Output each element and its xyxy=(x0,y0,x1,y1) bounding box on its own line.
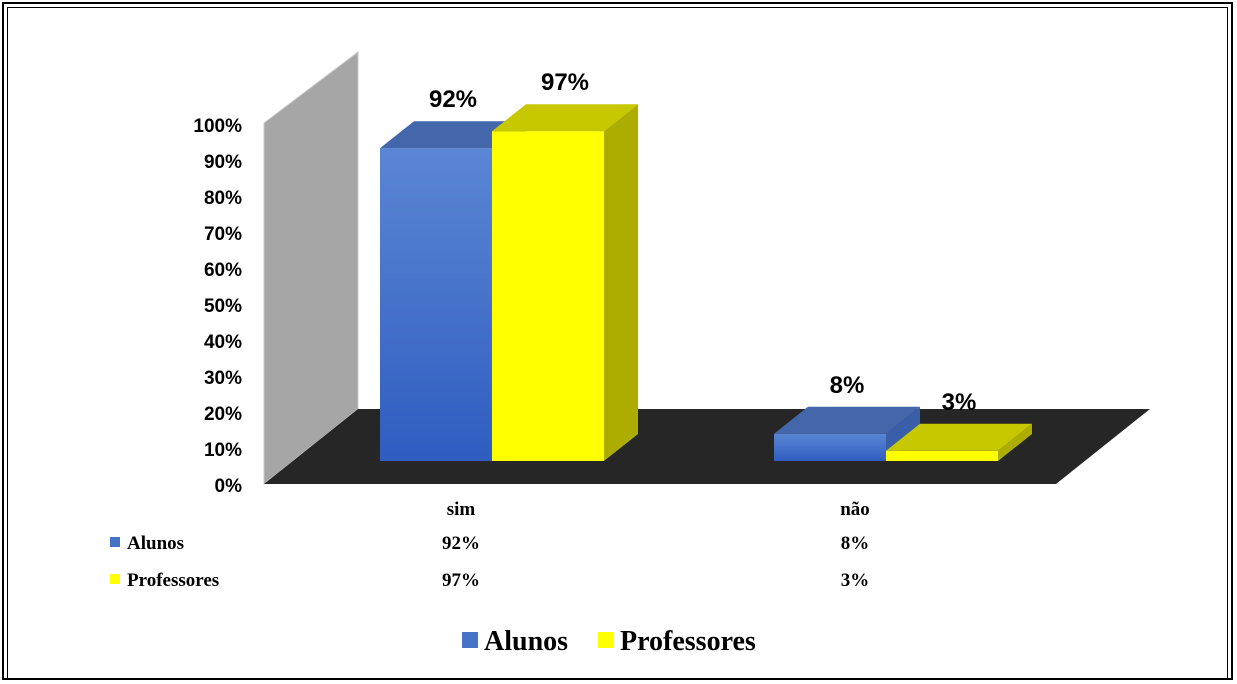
data-table: sim não Alunos 92% 8% Professores 97% 3% xyxy=(110,499,870,591)
y-tick-label: 10% xyxy=(204,440,242,461)
y-tick-label: 100% xyxy=(193,116,242,137)
y-tick-label: 90% xyxy=(204,152,242,173)
table-series-name: Alunos xyxy=(127,533,184,554)
data-labels: 92% 97% 8% 3% xyxy=(429,69,976,416)
y-tick-label: 40% xyxy=(204,332,242,353)
data-label: 3% xyxy=(942,389,977,416)
table-series-name: Professores xyxy=(127,570,219,591)
bar-top xyxy=(774,406,920,434)
data-label: 92% xyxy=(429,86,477,113)
bar-alunos-sim xyxy=(380,148,492,461)
table-swatch xyxy=(110,574,120,584)
legend-label: Professores xyxy=(620,626,756,657)
legend-swatch xyxy=(598,632,614,648)
bar-series xyxy=(380,104,1032,461)
back-wall xyxy=(263,50,359,486)
x-category-label: não xyxy=(840,499,870,520)
table-cell: 92% xyxy=(442,533,480,554)
table-cell: 8% xyxy=(841,533,870,554)
x-category-label: sim xyxy=(447,499,476,520)
y-tick-label: 60% xyxy=(204,260,242,281)
legend-label: Alunos xyxy=(484,626,568,657)
y-tick-label: 80% xyxy=(204,188,242,209)
bar-side xyxy=(998,423,1032,461)
bar-professores-não xyxy=(886,450,998,461)
inner-border xyxy=(7,7,1228,679)
y-tick-label: 30% xyxy=(204,368,242,389)
y-tick-label: 0% xyxy=(215,476,243,497)
bar-top xyxy=(492,104,638,132)
table-cell: 97% xyxy=(442,570,480,591)
bar-side xyxy=(604,104,638,461)
bar-top xyxy=(886,423,1032,451)
bar-top xyxy=(380,121,526,149)
bar-professores-sim xyxy=(492,131,604,461)
y-tick-label: 20% xyxy=(204,404,242,425)
table-swatch xyxy=(110,537,120,547)
y-tick-label: 50% xyxy=(204,296,242,317)
bar-alunos-não xyxy=(774,433,886,461)
table-cell: 3% xyxy=(841,570,870,591)
legend: Alunos Professores xyxy=(462,626,756,657)
data-label: 97% xyxy=(541,69,589,96)
data-label: 8% xyxy=(830,372,865,399)
legend-swatch xyxy=(462,632,478,648)
y-axis: 0% 10% 20% 30% 40% 50% 60% 70% 80% 90% 100% xyxy=(193,116,242,497)
y-tick-label: 70% xyxy=(204,224,242,245)
